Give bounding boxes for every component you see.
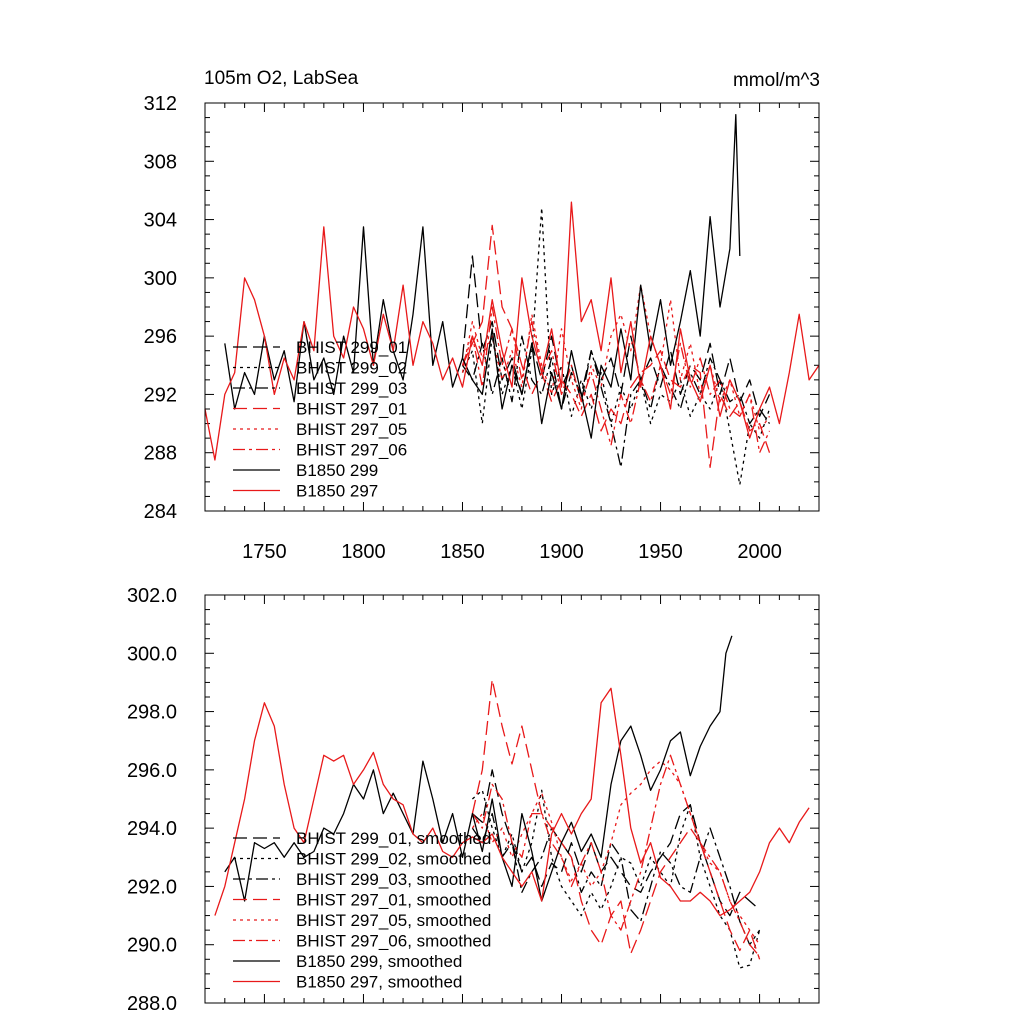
top-y-axis: 284 288 292 296 300 304 308 312 bbox=[144, 93, 819, 523]
series-line bbox=[461, 224, 771, 468]
legend-label: BHIST 299_03 bbox=[296, 379, 407, 398]
x-tick-label: 1950 bbox=[638, 541, 683, 563]
y-tick-label: 312 bbox=[144, 93, 177, 115]
legend-label: BHIST 299_02, smoothed bbox=[296, 850, 491, 869]
series-line bbox=[461, 335, 771, 468]
top-plot-frame bbox=[204, 102, 820, 512]
top-title-left: 105m O2, LabSea bbox=[204, 68, 359, 89]
top-panel: 105m O2, LabSea mmol/m^3 284 288 292 296 300… bbox=[144, 68, 820, 563]
bottom-plot-frame bbox=[204, 594, 820, 1004]
top-plot-lines bbox=[204, 114, 820, 486]
y-tick-label: 308 bbox=[144, 151, 177, 173]
legend-label: BHIST 297_01, smoothed bbox=[296, 891, 491, 910]
x-tick-label: 1750 bbox=[242, 541, 287, 563]
series-line bbox=[204, 201, 820, 461]
legend-label: B1850 299, smoothed bbox=[296, 952, 462, 971]
legend-label: BHIST 297_05, smoothed bbox=[296, 911, 491, 930]
y-tick-label: 288.0 bbox=[127, 993, 177, 1015]
y-tick-label: 304 bbox=[144, 210, 177, 232]
y-tick-label: 300 bbox=[144, 268, 177, 290]
bottom-panel: 288.0 290.0 292.0 294.0 296.0 298.0 300.0 302.0… bbox=[127, 585, 820, 1015]
y-tick-label: 300.0 bbox=[127, 643, 177, 665]
series-line bbox=[461, 255, 771, 417]
legend-label: B1850 297, smoothed bbox=[296, 973, 462, 992]
series-line bbox=[471, 789, 761, 969]
y-tick-label: 294.0 bbox=[127, 818, 177, 840]
bottom-y-axis: 288.0 290.0 292.0 294.0 296.0 298.0 300.0 302.0 bbox=[127, 585, 819, 1015]
y-tick-label: 288 bbox=[144, 443, 177, 465]
series-line bbox=[214, 687, 810, 917]
legend-label: BHIST 297_06, smoothed bbox=[296, 932, 491, 951]
top-x-axis: 1750 1800 1850 1900 1950 2000 bbox=[204, 103, 820, 563]
series-line bbox=[461, 284, 771, 432]
legend-label: BHIST 299_02 bbox=[296, 359, 407, 378]
y-tick-label: 298.0 bbox=[127, 702, 177, 724]
legend-label: BHIST 297_01 bbox=[296, 400, 407, 419]
bottom-plot-lines bbox=[214, 635, 810, 969]
y-tick-label: 296 bbox=[144, 326, 177, 348]
bottom-x-axis bbox=[204, 595, 820, 1003]
legend-label: BHIST 299_01, smoothed bbox=[296, 829, 491, 848]
series-line bbox=[224, 635, 733, 902]
y-tick-label: 302.0 bbox=[127, 585, 177, 607]
x-tick-label: 1900 bbox=[539, 541, 584, 563]
series-line bbox=[471, 760, 761, 946]
x-tick-label: 1800 bbox=[341, 541, 386, 563]
series-line bbox=[461, 306, 771, 454]
legend-label: BHIST 297_05 bbox=[296, 420, 407, 439]
series-line bbox=[224, 114, 741, 439]
y-tick-label: 292.0 bbox=[127, 876, 177, 898]
x-tick-label: 2000 bbox=[737, 541, 782, 563]
top-title-right: mmol/m^3 bbox=[733, 70, 820, 91]
legend-label: BHIST 299_03, smoothed bbox=[296, 870, 491, 889]
legend-label: B1850 299 bbox=[296, 461, 378, 480]
series-line bbox=[471, 754, 761, 957]
legend-label: BHIST 299_01 bbox=[296, 338, 407, 357]
legend-label: B1850 297 bbox=[296, 482, 378, 501]
series-line bbox=[471, 678, 761, 960]
bottom-legend: BHIST 299_01, smoothed BHIST 299_02, smoo… bbox=[233, 829, 491, 992]
series-line bbox=[471, 769, 761, 917]
x-tick-label: 1850 bbox=[440, 541, 485, 563]
y-tick-label: 292 bbox=[144, 384, 177, 406]
y-tick-label: 296.0 bbox=[127, 760, 177, 782]
legend-label: BHIST 297_06 bbox=[296, 441, 407, 460]
y-tick-label: 284 bbox=[144, 501, 177, 523]
y-tick-label: 290.0 bbox=[127, 935, 177, 957]
series-line bbox=[471, 812, 761, 946]
series-line bbox=[461, 207, 771, 486]
